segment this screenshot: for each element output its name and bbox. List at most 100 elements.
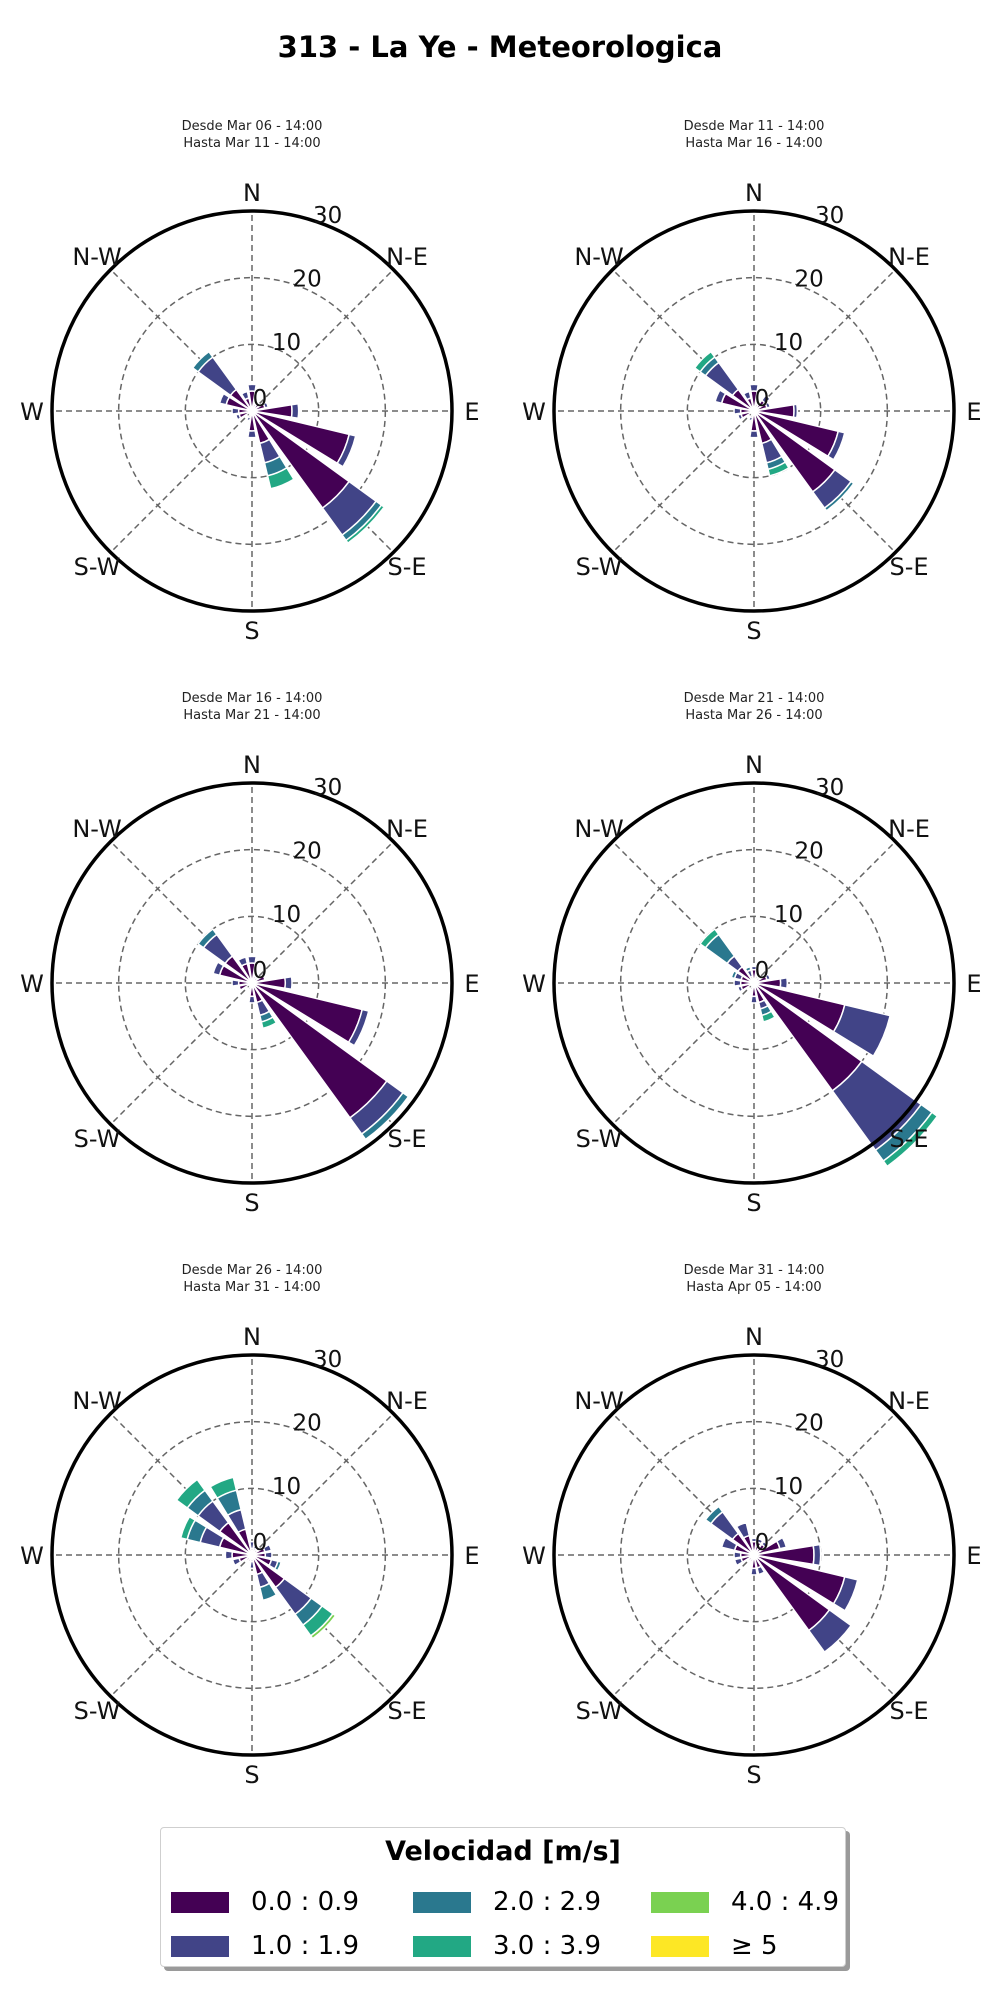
- direction-label: N-W: [574, 243, 623, 271]
- petal-segment: [750, 1567, 758, 1576]
- direction-label: S: [746, 617, 761, 645]
- petal-segment: [736, 985, 744, 993]
- subtitle-line1: Desde Mar 11 - 14:00: [684, 119, 825, 134]
- petal-segment: [347, 1008, 370, 1047]
- grid-spoke: [251, 1413, 394, 1556]
- legend-swatch: [651, 1935, 709, 1957]
- petal-segment: [258, 1582, 278, 1602]
- petal-segment: [248, 995, 256, 1004]
- petal-segment: [767, 461, 790, 477]
- radial-tick-label: 0: [755, 386, 770, 412]
- legend-label: 3.0 : 3.9: [493, 1931, 601, 1961]
- radial-tick-label: 30: [815, 203, 844, 229]
- petal-segment: [882, 1111, 939, 1168]
- direction-label: W: [20, 398, 44, 426]
- direction-label: N-E: [386, 815, 428, 843]
- direction-label: S-E: [387, 1697, 426, 1725]
- direction-label: W: [522, 970, 546, 998]
- windrose-5: Desde Mar 26 - 14:00 Hasta Mar 31 - 14:00…: [20, 1263, 479, 1789]
- petal-segment: [290, 402, 300, 420]
- page-title: 313 - La Ye - Meteorologica: [277, 30, 723, 64]
- petal-segment: [231, 407, 240, 415]
- outer-circle: [50, 209, 454, 613]
- petal-segment: [245, 415, 252, 422]
- petal-segment: [760, 1540, 769, 1549]
- petal-segment: [742, 390, 752, 401]
- petal-segment: [699, 928, 720, 949]
- radial-tick-label: 20: [794, 1411, 823, 1437]
- legend-item: 1.0 : 1.9: [171, 1930, 359, 1962]
- direction-label: S: [244, 1761, 259, 1789]
- radial-tick-label: 10: [272, 902, 301, 928]
- direction-label: N: [243, 751, 261, 779]
- radial-tick-label: 0: [755, 958, 770, 984]
- grid-spoke: [753, 841, 896, 984]
- legend-swatch: [413, 1935, 471, 1957]
- petal-segment: [246, 429, 258, 439]
- legend-label: 0.0 : 0.9: [251, 1887, 359, 1917]
- legend-label: 1.0 : 1.9: [251, 1931, 359, 1961]
- subtitle-line2: Hasta Apr 05 - 14:00: [686, 1280, 821, 1295]
- windrose-3: Desde Mar 16 - 14:00 Hasta Mar 21 - 14:00…: [20, 691, 479, 1217]
- petal-segment: [246, 955, 258, 965]
- radial-tick-label: 20: [794, 267, 823, 293]
- petal-segment: [260, 1016, 278, 1030]
- petal-segment: [807, 1608, 853, 1654]
- direction-label: N: [243, 179, 261, 207]
- petal-segment: [733, 1557, 744, 1567]
- direction-label: S-E: [889, 1125, 928, 1153]
- direction-label: N-E: [386, 1387, 428, 1415]
- petal-segment: [760, 393, 772, 405]
- petal-segment: [736, 413, 744, 421]
- radial-tick-label: 10: [272, 1474, 301, 1500]
- direction-label: E: [464, 398, 479, 426]
- legend-item: 3.0 : 3.9: [413, 1930, 601, 1962]
- direction-label: W: [522, 1542, 546, 1570]
- subtitle-line1: Desde Mar 26 - 14:00: [182, 1263, 323, 1278]
- radial-tick-label: 30: [815, 1347, 844, 1373]
- direction-label: S: [244, 617, 259, 645]
- petal-segment: [748, 429, 760, 439]
- radial-tick-label: 30: [815, 775, 844, 801]
- legend-swatch: [171, 1891, 229, 1913]
- petal-segment: [748, 383, 760, 393]
- legend-item: 4.0 : 4.9: [651, 1886, 839, 1918]
- grid-circle: [686, 915, 822, 1051]
- radial-tick-label: 10: [774, 902, 803, 928]
- grid-spoke: [612, 1554, 755, 1697]
- radial-tick-label: 20: [292, 267, 321, 293]
- direction-label: N-E: [888, 1387, 930, 1415]
- petal-segment: [779, 976, 789, 990]
- direction-label: N-W: [72, 815, 121, 843]
- petal-segment: [812, 1543, 822, 1567]
- legend-item: ≥ 5: [651, 1930, 778, 1962]
- petal-segment: [360, 1091, 410, 1141]
- petal-segment: [764, 973, 772, 981]
- petal-segment: [273, 1560, 283, 1572]
- subtitle-line1: Desde Mar 31 - 14:00: [684, 1263, 825, 1278]
- legend-item: 2.0 : 2.9: [413, 1886, 601, 1918]
- legend: Velocidad [m/s] 0.0 : 0.9 1.0 : 1.9 2.0 …: [160, 1827, 846, 1967]
- petal-segment: [254, 1545, 262, 1553]
- direction-label: S-W: [576, 1125, 623, 1153]
- outer-circle: [50, 1353, 454, 1757]
- grid-spoke: [110, 982, 253, 1125]
- petal-segment: [693, 350, 716, 373]
- petal-segment: [760, 1010, 776, 1023]
- outer-circle: [552, 781, 956, 1185]
- direction-label: E: [464, 970, 479, 998]
- petal-segment: [209, 1476, 238, 1500]
- petal-segment: [175, 1478, 207, 1510]
- petal-segment: [704, 1505, 724, 1525]
- windrose-6: Desde Mar 31 - 14:00 Hasta Apr 05 - 14:00…: [522, 1263, 981, 1789]
- petal-segment: [309, 1612, 337, 1640]
- legend-label: 4.0 : 4.9: [731, 1887, 839, 1917]
- direction-label: N-W: [574, 1387, 623, 1415]
- direction-label: S: [746, 1189, 761, 1217]
- direction-label: N: [745, 179, 763, 207]
- direction-label: N-W: [72, 243, 121, 271]
- legend-swatch: [651, 1891, 709, 1913]
- petal-segment: [336, 433, 357, 468]
- radial-tick-label: 10: [774, 1474, 803, 1500]
- petal-segment: [756, 1565, 766, 1576]
